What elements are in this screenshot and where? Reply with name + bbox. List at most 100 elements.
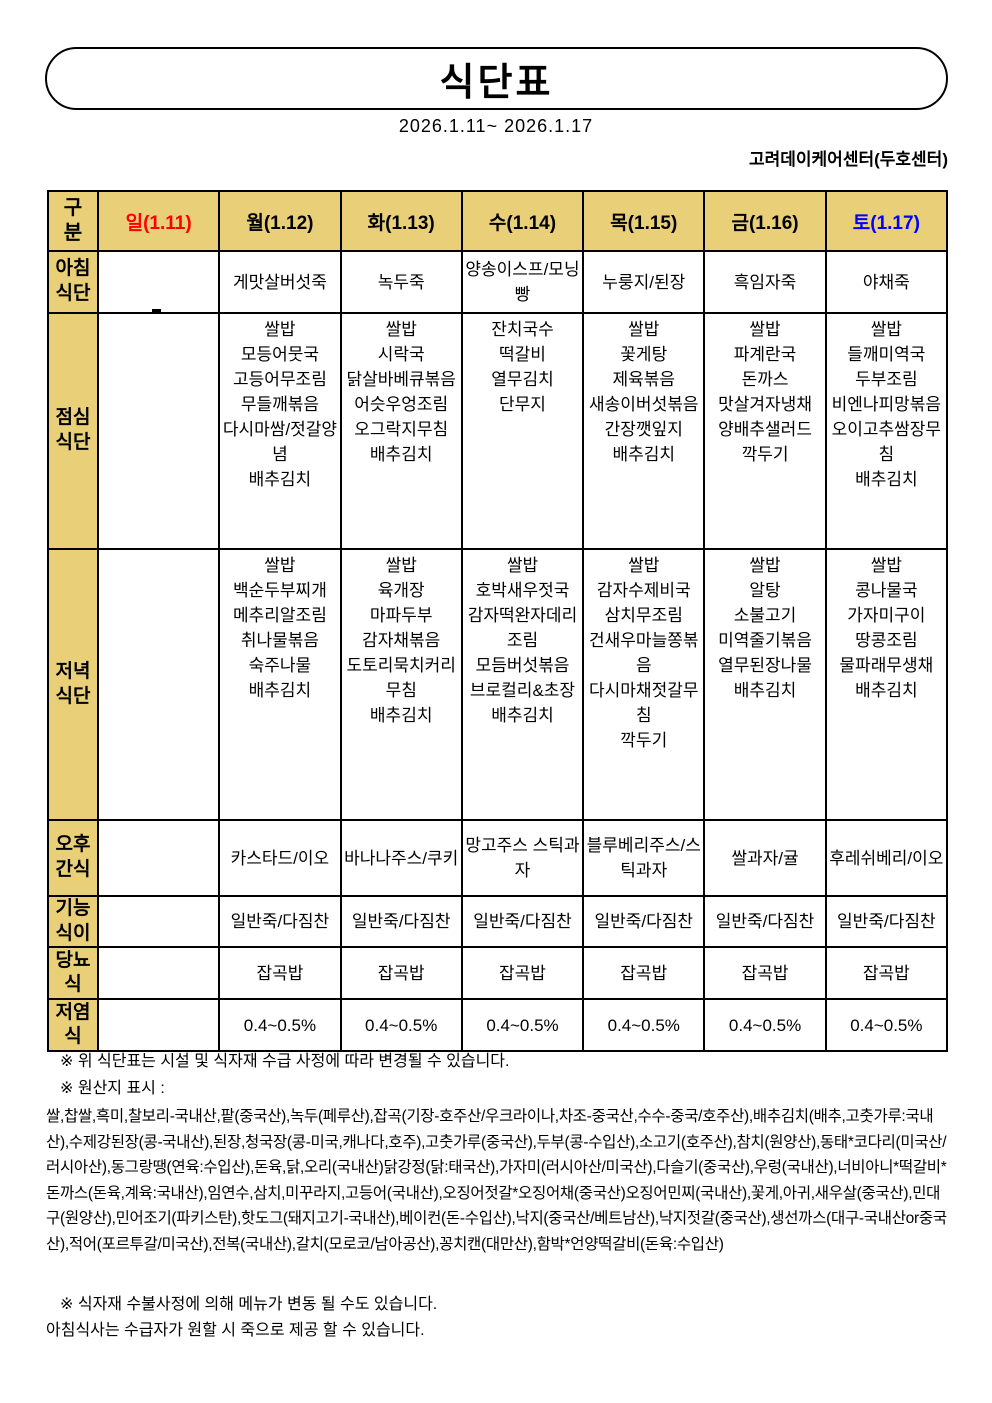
functional-cell-3: 일반죽/다짐찬 <box>460 894 585 949</box>
lowsalt-cell-5: 0.4~0.5% <box>703 998 827 1053</box>
lowsalt-cell-1: 0.4~0.5% <box>218 998 342 1053</box>
menu-item: 건새우마늘쫑볶음 <box>589 631 699 675</box>
breakfast-cell-0 <box>96 250 221 314</box>
menu-item: 쌀밥 <box>749 556 781 575</box>
lowsalt-cell-4: 0.4~0.5% <box>582 998 706 1053</box>
menu-item: 취나물볶음 <box>240 631 320 650</box>
row-label-breakfast: 아침 식단 <box>47 250 99 314</box>
breakfast-cell-5: 흑임자죽 <box>703 250 827 314</box>
functional-cell-2: 일반죽/다짐찬 <box>339 894 463 949</box>
menu-item: 호박새우젓국 <box>475 581 570 600</box>
row-lunch: 점심 식단 쌀밥 모등어뭇국 고등어무조림 무들깨볶음 다시마쌈/젓갈양념 배추김치 쌀밥 시락국… <box>47 312 949 550</box>
origin-detail: 쌀,찹쌀,흑미,찰보리-국내산,팥(중국산),녹두(페루산),잡곡(기장-호주산… <box>46 1108 947 1253</box>
menu-item: 두부조림 <box>855 370 918 389</box>
breakfast-cell-1: 게맛살버섯죽 <box>218 250 342 314</box>
lowsalt-cell-0 <box>96 998 221 1053</box>
menu-item: 브로컬리&초장 <box>469 681 576 700</box>
menu-item: 배추김치 <box>612 445 676 464</box>
menu-item: 닭살바베큐볶음 <box>346 370 456 389</box>
menu-item: 고등어무조림 <box>233 370 327 389</box>
row-label-lowsalt: 저염 식 <box>47 998 99 1053</box>
menu-item: 다시마쌈/젓갈양념 <box>222 420 338 464</box>
row-label-snack: 오후 간식 <box>47 819 99 897</box>
menu-item: 마파두부 <box>369 606 433 625</box>
day-header-6: 금(1.16) <box>703 190 827 252</box>
menu-item: 배추김치 <box>369 445 433 464</box>
diabetic-cell-1: 잡곡밥 <box>218 946 342 1001</box>
menu-item: 모등어뭇국 <box>240 345 320 364</box>
menu-item: 쌀밥 <box>628 556 660 575</box>
diabetic-cell-4: 잡곡밥 <box>582 946 706 1001</box>
menu-item: 숙주나물 <box>248 656 312 675</box>
snack-cell-2: 바나나주스/쿠키 <box>339 819 463 897</box>
menu-item: 배추김치 <box>248 470 312 489</box>
menu-item: 떡갈비 <box>499 345 546 364</box>
diabetic-cell-3: 잡곡밥 <box>460 946 585 1001</box>
day-header-3: 화(1.13) <box>339 190 463 252</box>
menu-item: 알탕 <box>749 581 781 600</box>
functional-cell-1: 일반죽/다짐찬 <box>218 894 342 949</box>
menu-item: 시락국 <box>377 345 425 364</box>
menu-item: 소불고기 <box>733 606 797 625</box>
menu-item: 도토리묵치커리무침 <box>346 656 456 700</box>
menu-item: 꽃게탕 <box>620 345 668 364</box>
menu-item: 열무된장나물 <box>718 656 812 675</box>
menu-item: 맛살겨자냉채 <box>718 395 812 414</box>
menu-item: 오그락지무침 <box>354 420 449 439</box>
diabetic-cell-0 <box>96 946 221 1001</box>
breakfast-notice: 아침식사는 수급자가 원할 시 죽으로 제공 할 수 있습니다. <box>46 1322 425 1339</box>
menu-item: 감자채볶음 <box>362 631 441 650</box>
row-label-diabetic: 당뇨 식 <box>47 946 99 1001</box>
menu-item: 백순두부찌개 <box>233 581 327 600</box>
day-header-2: 월(1.12) <box>218 190 342 252</box>
menu-item: 쌀밥 <box>628 320 660 339</box>
lunch-cell-3: 잔치국수 떡갈비 열무김치 단무지 <box>460 312 585 550</box>
menu-item: 배추김치 <box>733 681 797 700</box>
row-lowsalt: 저염 식 0.4~0.5% 0.4~0.5% 0.4~0.5% 0.4~0.5% 0.4~0… <box>47 998 949 1053</box>
menu-item: 배추김치 <box>369 706 433 725</box>
menu-item: 깍두기 <box>741 445 789 464</box>
menu-item: 오이고추쌈장무침 <box>831 420 942 464</box>
menu-item: 콩나물국 <box>855 581 918 600</box>
menu-item: 다시마채젓갈무침 <box>589 681 699 725</box>
menu-item: 파계란국 <box>733 345 797 364</box>
origin-title: ※ 원산지 표시 : <box>60 1080 165 1097</box>
notes-section: ※ 위 식단표는 시설 및 식자재 수급 사정에 따라 변경될 수 있습니다. … <box>46 1048 949 1257</box>
menu-item: 쌀밥 <box>749 320 781 339</box>
menu-item: 쌀밥 <box>385 320 417 339</box>
lunch-cell-0 <box>96 312 221 550</box>
snack-cell-1: 카스타드/이오 <box>218 819 342 897</box>
diabetic-cell-5: 잡곡밥 <box>703 946 827 1001</box>
menu-item: 육개장 <box>377 581 425 600</box>
day-header-4: 수(1.14) <box>460 190 585 252</box>
snack-cell-6: 후레쉬베리/이오 <box>824 819 949 897</box>
menu-item: 잔치국수 <box>491 320 554 339</box>
menu-item: 제육볶음 <box>612 370 676 389</box>
menu-item: 감자떡완자데리조림 <box>467 606 578 650</box>
breakfast-cell-4: 누룽지/된장 <box>582 250 706 314</box>
functional-cell-4: 일반죽/다짐찬 <box>582 894 706 949</box>
date-range: 2026.1.11~ 2026.1.17 <box>398 116 594 136</box>
row-label-dinner: 저녁 식단 <box>47 548 99 821</box>
lowsalt-cell-6: 0.4~0.5% <box>824 998 949 1053</box>
lunch-cell-2: 쌀밥 시락국 닭살바베큐볶음 어슷우엉조림 오그락지무침 배추김치 <box>339 312 463 550</box>
dinner-cell-5: 쌀밥 알탕 소불고기 미역줄기볶음 열무된장나물 배추김치 <box>703 548 827 821</box>
lowsalt-cell-2: 0.4~0.5% <box>339 998 463 1053</box>
page-title: 식단표 <box>439 62 554 104</box>
row-label-lunch: 점심 식단 <box>47 312 99 550</box>
menu-item: 메추리알조림 <box>233 606 327 625</box>
lunch-cell-5: 쌀밥 파계란국 돈까스 맛살겨자냉채 양배추샐러드 깍두기 <box>703 312 827 550</box>
table-body: 아침 식단 게맛살버섯죽 녹두죽 양송이스프/모닝빵 누룽지/된장 흑임자죽 야채죽 점심 식단 쌀… <box>47 250 949 1053</box>
snack-cell-3: 망고주스 스틱과자 <box>460 819 585 897</box>
change-notice: ※ 위 식단표는 시설 및 식자재 수급 사정에 따라 변경될 수 있습니다. <box>60 1053 510 1070</box>
menu-item: 깍두기 <box>620 731 668 750</box>
diabetic-cell-2: 잡곡밥 <box>339 946 463 1001</box>
dinner-cell-3: 쌀밥 호박새우젓국 감자떡완자데리조림 모듬버섯볶음 브로컬리&초장 배추김치 <box>460 548 585 821</box>
meal-plan-table: 구 분 일(1.11) 월(1.12) 화(1.13) 수(1.14) 목(1.15) 금(1… <box>47 190 949 1053</box>
dinner-cell-6: 쌀밥 콩나물국 가자미구이 땅콩조림 물파래무생채 배추김치 <box>824 548 949 821</box>
menu-item: 배추김치 <box>855 470 918 489</box>
functional-cell-6: 일반죽/다짐찬 <box>824 894 949 949</box>
snack-cell-4: 블루베리주스/스틱과자 <box>582 819 706 897</box>
menu-item: 쌀밥 <box>870 556 902 575</box>
